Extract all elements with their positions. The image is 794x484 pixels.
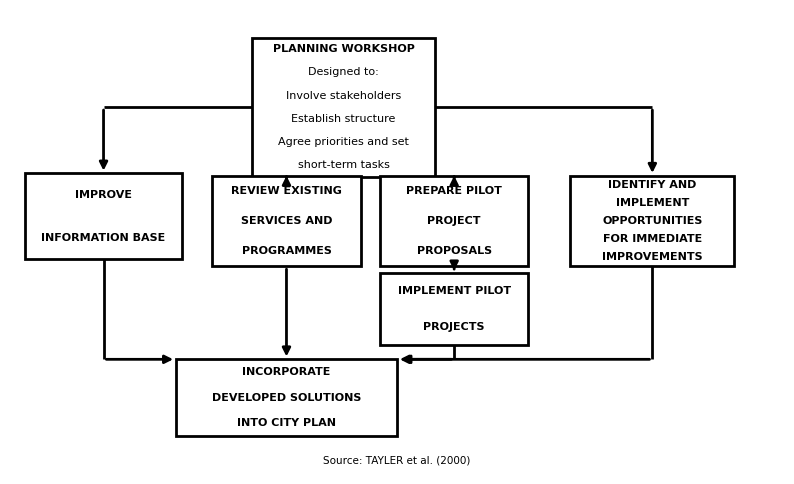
Text: SERVICES AND: SERVICES AND [241,216,332,226]
Text: PROGRAMMES: PROGRAMMES [241,246,331,257]
Text: IDENTIFY AND: IDENTIFY AND [608,180,696,190]
Text: IMPROVEMENTS: IMPROVEMENTS [602,252,703,262]
Text: INFORMATION BASE: INFORMATION BASE [41,233,166,243]
FancyBboxPatch shape [212,176,360,266]
FancyBboxPatch shape [570,176,734,266]
Text: short-term tasks: short-term tasks [298,160,390,170]
Text: Agree priorities and set: Agree priorities and set [278,137,409,147]
FancyBboxPatch shape [25,173,182,259]
Text: IMPLEMENT: IMPLEMENT [615,198,689,208]
FancyBboxPatch shape [252,38,435,177]
Text: INCORPORATE: INCORPORATE [242,367,330,377]
Text: PLANNING WORKSHOP: PLANNING WORKSHOP [272,44,414,54]
Text: Involve stakeholders: Involve stakeholders [286,91,401,101]
Text: DEVELOPED SOLUTIONS: DEVELOPED SOLUTIONS [212,393,361,403]
FancyBboxPatch shape [380,176,529,266]
FancyBboxPatch shape [380,273,529,346]
Text: PROPOSALS: PROPOSALS [417,246,491,257]
Text: Establish structure: Establish structure [291,114,396,124]
Text: INTO CITY PLAN: INTO CITY PLAN [237,418,336,428]
Text: Designed to:: Designed to: [308,67,379,77]
FancyBboxPatch shape [176,359,397,436]
Text: IMPROVE: IMPROVE [75,190,132,200]
Text: REVIEW EXISTING: REVIEW EXISTING [231,186,342,196]
Text: PROJECTS: PROJECTS [423,322,485,333]
Text: Source: TAYLER et al. (2000): Source: TAYLER et al. (2000) [323,455,471,465]
Text: OPPORTUNITIES: OPPORTUNITIES [602,216,703,226]
Text: PROJECT: PROJECT [427,216,481,226]
Text: FOR IMMEDIATE: FOR IMMEDIATE [603,234,702,244]
Text: IMPLEMENT PILOT: IMPLEMENT PILOT [398,287,511,296]
Text: PREPARE PILOT: PREPARE PILOT [407,186,502,196]
